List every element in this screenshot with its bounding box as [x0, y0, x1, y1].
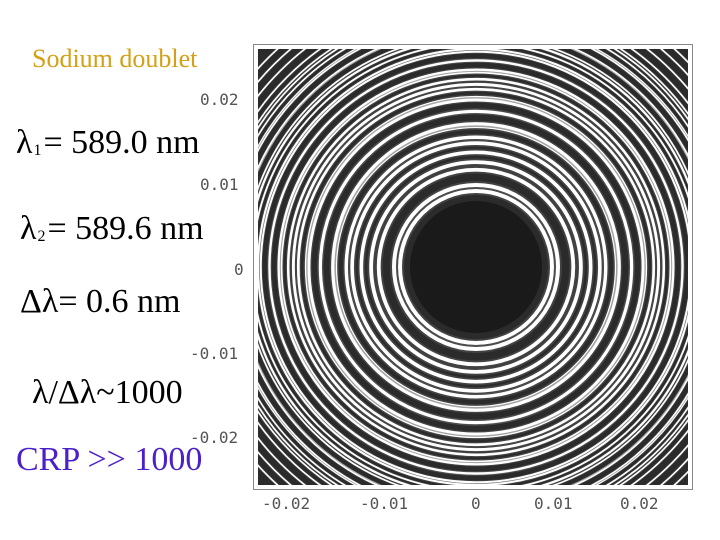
y-tick-label: 0.02	[200, 90, 239, 109]
fringe-center	[410, 201, 542, 333]
fringe-ring	[258, 49, 688, 485]
fringe-ring	[286, 77, 666, 457]
fringe-ring	[279, 70, 673, 464]
fringe-ring	[318, 109, 634, 425]
fringe-ring	[259, 50, 688, 484]
title-label: Sodium doublet	[32, 44, 198, 73]
lambda2-symbol: λ	[20, 210, 37, 247]
lambda2-subscript: 2	[37, 228, 46, 245]
fringe-ring	[331, 122, 621, 412]
resolving-ratio-label: λ/Δλ~1000	[32, 374, 183, 411]
x-tick-label: -0.01	[360, 494, 409, 513]
fringe-ring	[296, 87, 656, 447]
lambda1-symbol: λ	[16, 124, 33, 161]
y-tick-label: 0	[234, 260, 244, 279]
x-tick-label: 0.01	[534, 494, 573, 513]
x-tick-label: 0	[471, 494, 481, 513]
y-tick-label: 0.01	[200, 175, 239, 194]
fringe-rings	[258, 49, 688, 485]
lambda1-value: = 589.0 nm	[43, 124, 200, 161]
fringe-ring	[268, 59, 684, 475]
delta-lambda-label: Δλ= 0.6 nm	[20, 283, 181, 320]
crp-label: CRP >> 1000	[16, 441, 203, 478]
fringe-ring	[398, 189, 554, 345]
y-tick-label: -0.01	[190, 344, 239, 363]
fringe-ring	[359, 150, 593, 384]
lambda1-subscript: 1	[33, 142, 42, 159]
fringe-ring	[291, 82, 661, 452]
fringe-pattern	[258, 49, 688, 485]
fringe-ring	[369, 160, 583, 374]
x-tick-label: -0.02	[262, 494, 311, 513]
x-tick-label: 0.02	[620, 494, 659, 513]
fringe-ring	[392, 183, 560, 351]
y-tick-label: -0.02	[190, 428, 239, 447]
lambda2-label: λ2= 589.6 nm	[20, 210, 204, 248]
lambda2-value: = 589.6 nm	[47, 210, 204, 247]
fringe-ring	[376, 167, 576, 367]
fringe-ring	[350, 141, 602, 393]
fringe-ring	[344, 135, 608, 399]
lambda1-label: λ1= 589.0 nm	[16, 124, 200, 162]
fringe-ring	[277, 68, 675, 466]
fringe-ring	[307, 98, 645, 436]
